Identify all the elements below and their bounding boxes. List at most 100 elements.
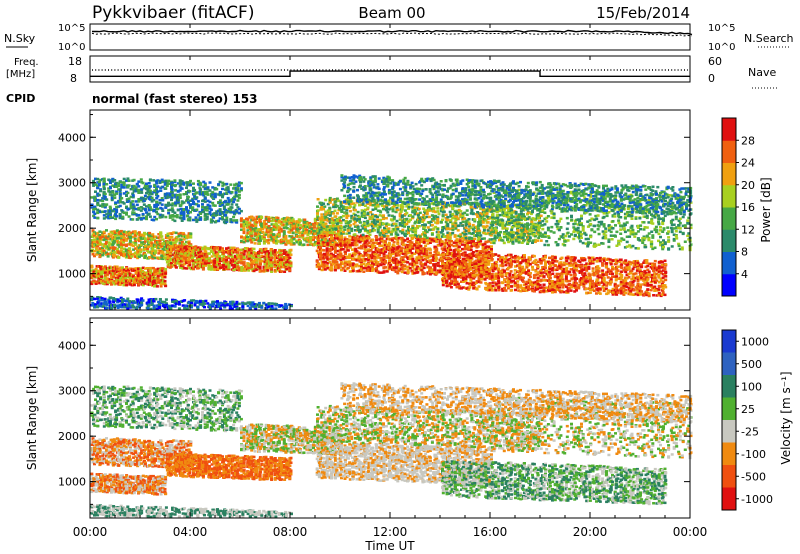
range-cell	[167, 183, 170, 186]
range-cell	[120, 197, 123, 200]
range-cell	[393, 245, 396, 248]
range-cell	[389, 253, 392, 256]
range-cell	[246, 218, 249, 221]
range-cell	[123, 184, 126, 187]
range-cell	[123, 186, 126, 189]
range-cell	[280, 241, 283, 244]
range-cell	[126, 192, 129, 195]
range-cell	[101, 200, 104, 203]
range-cell	[117, 256, 120, 259]
range-cell	[235, 203, 238, 206]
range-cell	[229, 183, 232, 186]
range-cell	[197, 204, 200, 207]
range-cell	[317, 239, 320, 242]
range-cell	[340, 236, 343, 239]
range-cell	[104, 196, 107, 199]
range-cell	[128, 248, 131, 251]
range-cell	[356, 243, 359, 246]
range-cell	[170, 186, 173, 189]
range-cell	[243, 253, 246, 256]
range-cell	[293, 242, 296, 245]
freq-label-2: [MHz]	[6, 69, 35, 80]
range-cell	[164, 216, 167, 219]
range-cell	[103, 187, 106, 190]
cpid-text: normal (fast stereo) 153	[92, 92, 258, 106]
range-cell	[380, 264, 383, 267]
range-cell	[135, 200, 138, 203]
range-cell	[293, 220, 296, 223]
range-cell	[164, 285, 167, 288]
range-cell	[377, 256, 380, 259]
range-cell	[431, 238, 434, 241]
range-cell	[114, 235, 117, 238]
range-cell	[219, 209, 222, 212]
range-cell	[411, 252, 414, 255]
range-cell	[156, 285, 159, 288]
range-cell	[238, 184, 241, 187]
range-cell	[393, 241, 396, 244]
range-cell	[435, 241, 438, 244]
range-cell	[287, 254, 290, 257]
range-cell	[117, 237, 120, 240]
range-cell	[290, 262, 293, 265]
range-cell	[235, 191, 238, 194]
range-cell	[429, 248, 432, 251]
range-cell	[177, 209, 180, 212]
range-cell	[433, 266, 436, 269]
range-cell	[199, 188, 202, 191]
range-cell	[259, 239, 262, 242]
nsky-panel: N.Sky 10^5 10^0 10^5 10^0 N.Search	[4, 23, 794, 53]
range-cell	[189, 232, 192, 235]
range-cell	[299, 242, 302, 245]
range-cell	[334, 258, 337, 261]
range-cell	[302, 244, 305, 247]
range-cell	[231, 191, 234, 194]
range-cell	[156, 185, 159, 188]
range-cell	[119, 193, 122, 196]
range-cell	[236, 199, 239, 202]
range-cell	[116, 266, 119, 269]
range-cell	[309, 238, 312, 241]
range-cell	[240, 187, 243, 190]
range-cell	[96, 199, 99, 202]
range-cell	[384, 266, 387, 269]
range-cell	[149, 178, 152, 181]
range-cell	[173, 179, 176, 182]
range-cell	[153, 279, 156, 282]
range-cell	[180, 239, 183, 242]
range-cell	[206, 218, 209, 221]
range-cell	[174, 189, 177, 192]
nsky-tick-bottom: 10^0	[58, 42, 85, 53]
nsearch-series	[92, 33, 692, 36]
range-cell	[173, 212, 176, 215]
range-cell	[228, 200, 231, 203]
range-cell	[204, 197, 207, 200]
range-cell	[125, 284, 128, 287]
nsearch-tick-bottom: 10^0	[708, 42, 735, 53]
range-cell	[424, 245, 427, 248]
range-cell	[274, 254, 277, 257]
range-cell	[364, 258, 367, 261]
range-cell	[96, 217, 99, 220]
range-cell	[194, 254, 197, 257]
range-cell	[183, 213, 186, 216]
range-cell	[243, 257, 246, 260]
range-cell	[157, 275, 160, 278]
range-cell	[278, 233, 281, 236]
range-cell	[209, 201, 212, 204]
range-cell	[185, 187, 188, 190]
range-cell	[106, 273, 109, 276]
range-cell	[388, 242, 391, 245]
range-cell	[114, 201, 117, 204]
range-cell	[167, 202, 170, 205]
range-cell	[161, 199, 164, 202]
range-cell	[396, 272, 399, 275]
range-cell	[189, 211, 192, 214]
range-cell	[151, 247, 154, 250]
range-cell	[171, 202, 174, 205]
range-cell	[253, 248, 256, 251]
range-cell	[164, 187, 167, 190]
range-cell	[290, 265, 293, 268]
range-cell	[221, 218, 224, 221]
range-cell	[215, 214, 218, 217]
